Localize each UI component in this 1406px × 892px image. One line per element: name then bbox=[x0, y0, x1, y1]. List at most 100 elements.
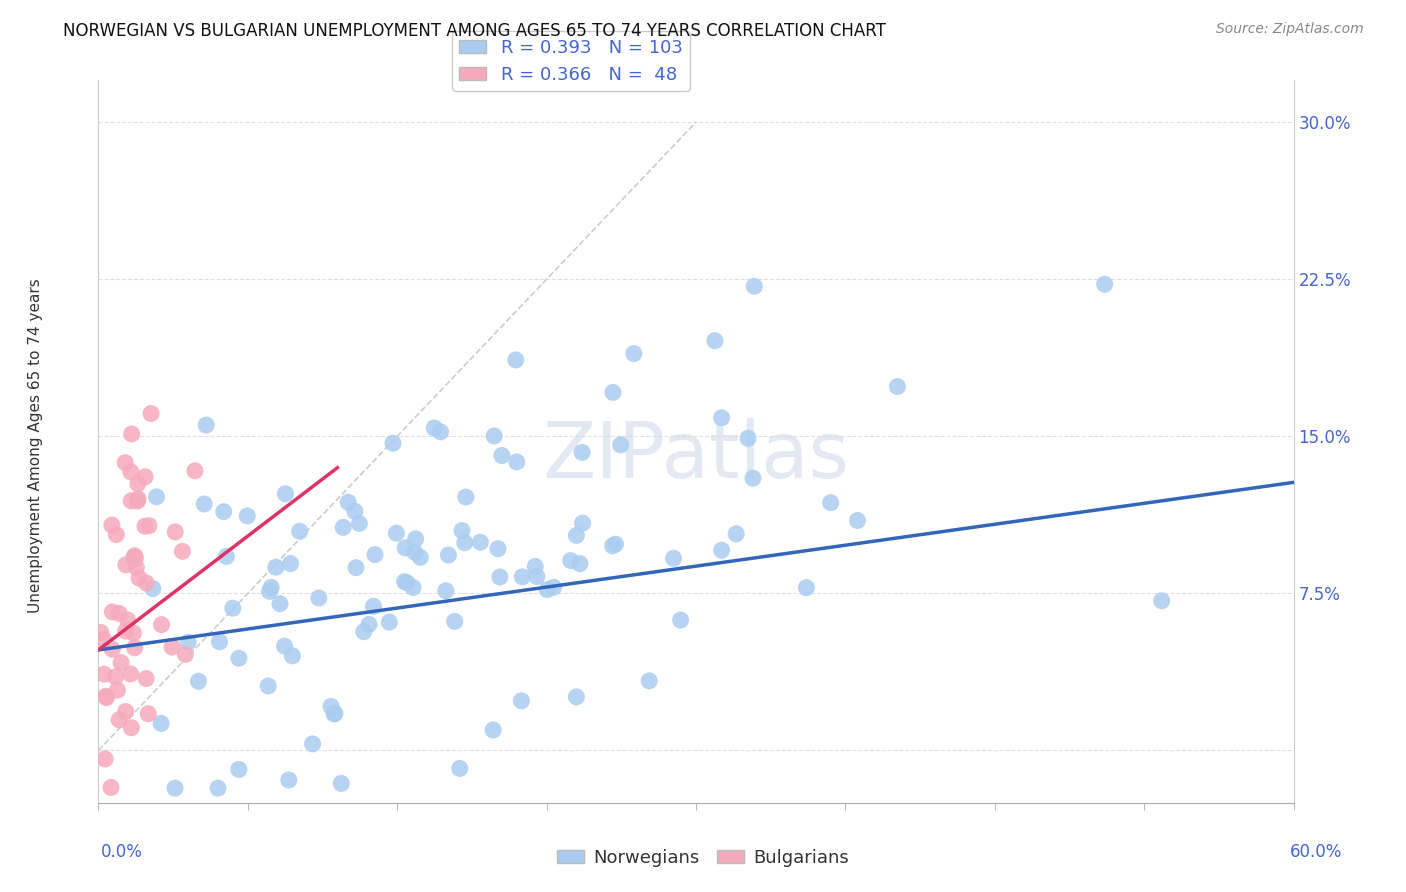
Point bbox=[177, 635, 200, 649]
Point bbox=[353, 624, 375, 639]
Point bbox=[207, 781, 229, 796]
Point bbox=[93, 667, 115, 681]
Text: ZIPatlas: ZIPatlas bbox=[543, 418, 849, 494]
Point bbox=[395, 575, 418, 590]
Point bbox=[288, 524, 311, 539]
Point bbox=[124, 549, 146, 563]
Point bbox=[710, 410, 733, 425]
Legend: Norwegians, Bulgarians: Norwegians, Bulgarians bbox=[550, 842, 856, 874]
Point bbox=[470, 535, 492, 549]
Point bbox=[482, 429, 505, 443]
Point bbox=[796, 581, 818, 595]
Point bbox=[1094, 277, 1116, 292]
Point bbox=[212, 505, 235, 519]
Point bbox=[124, 640, 146, 655]
Point bbox=[150, 617, 173, 632]
Point bbox=[571, 445, 593, 459]
Text: 0.0%: 0.0% bbox=[101, 843, 143, 861]
Point bbox=[273, 639, 295, 653]
Point bbox=[257, 679, 280, 693]
Point bbox=[142, 582, 165, 596]
Point bbox=[117, 613, 139, 627]
Point bbox=[101, 642, 124, 657]
Point bbox=[385, 526, 408, 541]
Point bbox=[195, 418, 218, 433]
Point bbox=[114, 624, 136, 639]
Point bbox=[443, 615, 465, 629]
Point bbox=[121, 426, 143, 441]
Point bbox=[482, 723, 505, 737]
Point bbox=[565, 528, 588, 542]
Point bbox=[93, 632, 115, 647]
Point bbox=[236, 508, 259, 523]
Point bbox=[135, 576, 157, 591]
Point bbox=[506, 455, 529, 469]
Point bbox=[114, 558, 136, 572]
Point bbox=[332, 520, 354, 534]
Point bbox=[127, 491, 149, 506]
Point bbox=[145, 490, 167, 504]
Point bbox=[710, 543, 733, 558]
Point bbox=[301, 737, 323, 751]
Point bbox=[725, 526, 748, 541]
Point bbox=[150, 716, 173, 731]
Point bbox=[543, 580, 565, 594]
Point bbox=[208, 634, 231, 648]
Point bbox=[512, 570, 534, 584]
Point bbox=[94, 690, 117, 704]
Point bbox=[193, 497, 215, 511]
Point bbox=[108, 713, 131, 727]
Point bbox=[104, 670, 127, 684]
Point bbox=[330, 776, 353, 790]
Point bbox=[264, 560, 287, 574]
Point bbox=[524, 559, 547, 574]
Point bbox=[349, 516, 371, 531]
Point bbox=[105, 527, 128, 541]
Point bbox=[101, 518, 124, 533]
Point bbox=[120, 667, 142, 681]
Point bbox=[134, 519, 156, 533]
Point bbox=[1150, 593, 1173, 607]
Point bbox=[742, 471, 765, 485]
Point bbox=[737, 431, 759, 445]
Point bbox=[489, 570, 512, 584]
Point bbox=[363, 599, 385, 614]
Point bbox=[510, 694, 533, 708]
Point bbox=[602, 385, 624, 400]
Point bbox=[323, 706, 346, 721]
Point bbox=[405, 532, 427, 546]
Point bbox=[281, 648, 304, 663]
Point bbox=[260, 581, 283, 595]
Point bbox=[454, 535, 477, 549]
Point bbox=[165, 524, 187, 539]
Point bbox=[184, 464, 207, 478]
Point bbox=[429, 425, 451, 439]
Point bbox=[505, 353, 527, 368]
Point bbox=[364, 548, 387, 562]
Point bbox=[139, 407, 162, 421]
Point bbox=[423, 421, 446, 435]
Point bbox=[451, 524, 474, 538]
Point bbox=[609, 438, 631, 452]
Point bbox=[280, 557, 302, 571]
Point bbox=[404, 545, 426, 559]
Point bbox=[623, 346, 645, 360]
Text: 60.0%: 60.0% bbox=[1291, 843, 1343, 861]
Point bbox=[381, 436, 404, 450]
Text: Source: ZipAtlas.com: Source: ZipAtlas.com bbox=[1216, 22, 1364, 37]
Point bbox=[114, 705, 136, 719]
Point bbox=[138, 706, 160, 721]
Point bbox=[120, 465, 142, 479]
Point bbox=[662, 551, 685, 566]
Point bbox=[100, 780, 122, 795]
Point bbox=[344, 560, 367, 574]
Point bbox=[319, 699, 342, 714]
Point bbox=[343, 504, 366, 518]
Point bbox=[110, 656, 132, 670]
Point bbox=[228, 651, 250, 665]
Point bbox=[846, 513, 869, 527]
Point bbox=[120, 721, 142, 735]
Point bbox=[96, 690, 118, 705]
Point bbox=[134, 470, 156, 484]
Point bbox=[526, 569, 548, 583]
